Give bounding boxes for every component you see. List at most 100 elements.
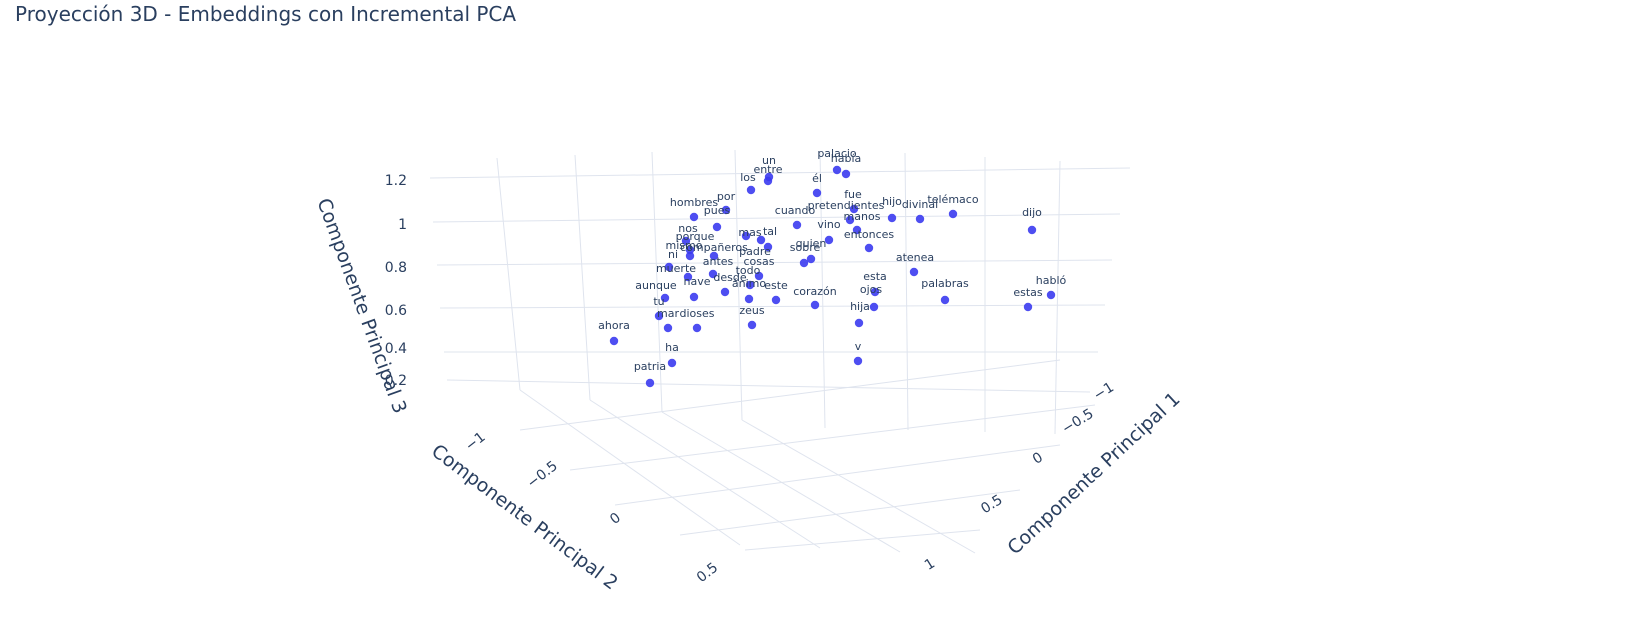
point-label: atenea	[896, 251, 934, 264]
point-label: divinal	[902, 198, 938, 211]
z-tick-label: 0.2	[385, 373, 407, 389]
data-point[interactable]	[747, 320, 757, 330]
data-point[interactable]	[771, 295, 781, 305]
data-point[interactable]	[692, 323, 702, 333]
x-tick-label: −0.5	[1059, 406, 1096, 438]
point-label: ni	[668, 248, 678, 261]
data-point[interactable]	[812, 188, 822, 198]
data-point[interactable]	[869, 302, 879, 312]
point-label: esta	[863, 270, 887, 283]
data-point[interactable]	[689, 212, 699, 222]
grid-line	[744, 529, 981, 551]
grid-line	[741, 419, 976, 554]
data-point[interactable]	[940, 295, 950, 305]
data-point[interactable]	[667, 358, 677, 368]
point-label: vino	[817, 218, 841, 231]
point-label: telémaco	[927, 193, 978, 206]
data-point[interactable]	[1046, 290, 1056, 300]
data-point[interactable]	[685, 245, 695, 255]
data-point[interactable]	[948, 209, 958, 219]
data-point[interactable]	[792, 220, 802, 230]
data-point[interactable]	[708, 269, 718, 279]
point-label: ojos	[860, 283, 883, 296]
point-label: entonces	[844, 228, 895, 241]
point-label: cuando	[775, 204, 816, 217]
data-point[interactable]	[806, 254, 816, 264]
y-tick-label: −1	[462, 429, 488, 454]
grid-line	[436, 259, 1113, 266]
data-point[interactable]	[1023, 302, 1033, 312]
point-label: estas	[1013, 286, 1043, 299]
data-point[interactable]	[810, 300, 820, 310]
data-point[interactable]	[763, 242, 773, 252]
data-point[interactable]	[853, 356, 863, 366]
data-point[interactable]	[841, 169, 851, 179]
grid-line	[446, 379, 1091, 393]
point-label: ánimo	[732, 277, 766, 290]
point-label: mismo	[666, 239, 703, 252]
grid-lines	[429, 149, 1131, 554]
data-point[interactable]	[660, 293, 670, 303]
data-point[interactable]	[720, 287, 730, 297]
data-point[interactable]	[681, 236, 691, 246]
data-point[interactable]	[663, 323, 673, 333]
z-tick-label: 1.2	[385, 173, 407, 189]
data-point[interactable]	[654, 311, 664, 321]
point-label: desde	[713, 271, 746, 284]
data-point[interactable]	[1027, 225, 1037, 235]
point-label: ha	[665, 341, 679, 354]
data-point[interactable]	[915, 214, 925, 224]
data-point[interactable]	[799, 258, 809, 268]
grid-line	[519, 359, 1061, 431]
data-point[interactable]	[763, 176, 773, 186]
data-point[interactable]	[721, 205, 731, 215]
data-point[interactable]	[744, 294, 754, 304]
data-point[interactable]	[909, 267, 919, 277]
data-point[interactable]	[845, 215, 855, 225]
data-point[interactable]	[887, 213, 897, 223]
point-label: aunque	[635, 279, 677, 292]
data-point[interactable]	[852, 225, 862, 235]
point-label: pretendientes	[808, 199, 885, 212]
data-point[interactable]	[683, 272, 693, 282]
point-label: cosas	[744, 255, 775, 268]
data-point[interactable]	[745, 280, 755, 290]
data-point[interactable]	[609, 336, 619, 346]
data-point[interactable]	[712, 222, 722, 232]
y-tick-label: 0	[607, 510, 624, 528]
x-tick-label: 0	[1030, 449, 1046, 467]
data-point[interactable]	[709, 251, 719, 261]
data-point[interactable]	[824, 235, 834, 245]
point-label: padre	[739, 245, 771, 258]
point-label: habló	[1036, 274, 1067, 287]
grid-line	[661, 411, 901, 553]
point-label: palabras	[921, 277, 969, 290]
data-point[interactable]	[832, 165, 842, 175]
data-point[interactable]	[685, 251, 695, 261]
grid-line	[432, 213, 1121, 223]
z-tick-label: 0.4	[385, 341, 407, 357]
data-point[interactable]	[870, 287, 880, 297]
data-point[interactable]	[754, 271, 764, 281]
data-point[interactable]	[645, 378, 655, 388]
point-label: todo	[736, 264, 761, 277]
point-label: dijo	[1022, 206, 1042, 219]
data-points[interactable]	[609, 165, 1056, 388]
data-point[interactable]	[689, 292, 699, 302]
z-tick-label: 0.8	[385, 260, 407, 276]
grid-line	[519, 389, 741, 546]
x-tick-label: −1	[1091, 379, 1117, 404]
data-point[interactable]	[664, 262, 674, 272]
point-label: él	[812, 172, 822, 185]
data-point[interactable]	[854, 318, 864, 328]
data-point[interactable]	[849, 204, 859, 214]
data-point[interactable]	[864, 243, 874, 253]
data-point[interactable]	[746, 185, 756, 195]
data-point[interactable]	[741, 231, 751, 241]
grid-line	[569, 404, 1096, 471]
point-label: por	[717, 190, 736, 203]
data-point[interactable]	[756, 235, 766, 245]
z-tick-label: 0.6	[385, 303, 407, 319]
